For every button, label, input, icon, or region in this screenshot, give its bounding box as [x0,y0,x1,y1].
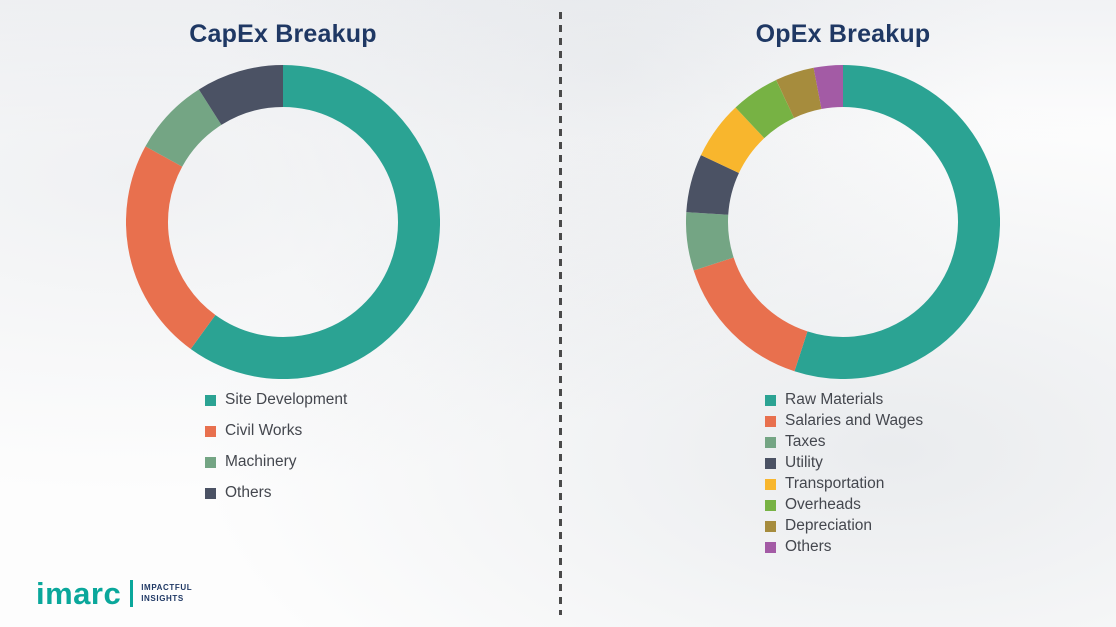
logo-tagline-line1: IMPACTFUL [141,582,193,592]
legend-label: Taxes [785,433,826,450]
legend-label: Overheads [785,496,861,513]
donut-segment-overheads [735,79,795,139]
donut-segment-others [813,65,844,110]
legend-item: Machinery [205,453,466,471]
legend-marker [765,436,776,448]
opex-chart-panel: OpEx Breakup Raw Materials Salaries and W… [660,20,1026,559]
legend-label: Depreciation [785,517,873,534]
opex-legend: Raw Materials Salaries and Wages Taxes Util… [765,391,1026,556]
logo-divider-bar [130,580,134,607]
legend-marker [765,478,776,490]
legend-marker [765,520,776,532]
donut-segment-civil-works [126,146,216,350]
legend-marker [205,425,216,437]
legend-item: Transportation [765,475,1026,493]
legend-item: Overheads [765,496,1026,514]
legend-item: Others [205,484,466,502]
donut-segment-utility [686,155,740,216]
opex-donut-chart [686,65,1000,379]
legend-label: Civil Works [225,422,303,439]
imarc-logo-wordmark: imarc [36,576,122,611]
donut-segment-depreciation [776,67,823,119]
legend-label: Transportation [785,475,885,492]
legend-item: Taxes [765,433,1026,451]
legend-label: Site Development [225,391,348,408]
legend-marker [765,499,776,511]
logo-tagline-line2: INSIGHTS [141,593,184,603]
legend-marker [205,394,216,406]
legend-item: Utility [765,454,1026,472]
legend-label: Raw Materials [785,391,884,408]
legend-label: Utility [785,454,823,471]
legend-label: Machinery [225,453,297,470]
legend-item: Raw Materials [765,391,1026,409]
donut-segment-machinery [145,89,222,168]
donut-segment-salaries-and-wages [693,256,809,372]
donut-segment-transportation [700,107,765,174]
legend-item: Site Development [205,391,466,409]
capex-chart-panel: CapEx Breakup Site Development Civil Work… [100,20,466,515]
legend-marker [765,394,776,406]
imarc-logo: imarc IMPACTFUL INSIGHTS [36,578,192,609]
donut-segment-raw-materials [794,65,1000,379]
donut-segment-site-development [190,65,440,379]
legend-marker [765,415,776,427]
vertical-dashed-divider [559,12,562,615]
legend-item: Depreciation [765,517,1026,535]
legend-marker [205,487,216,499]
capex-legend: Site Development Civil Works Machinery Othe… [205,391,466,502]
opex-chart-title: OpEx Breakup [755,20,931,48]
legend-item: Salaries and Wages [765,412,1026,430]
capex-donut-chart [126,65,440,379]
legend-label: Others [785,538,832,555]
donut-segment-others [198,65,284,126]
logo-tagline: IMPACTFUL INSIGHTS [141,583,192,605]
capex-chart-title: CapEx Breakup [189,20,377,48]
legend-item: Others [765,538,1026,556]
legend-marker [765,541,776,553]
legend-marker [205,456,216,468]
legend-label: Salaries and Wages [785,412,924,429]
donut-segment-taxes [686,212,734,271]
legend-item: Civil Works [205,422,466,440]
legend-label: Others [225,484,272,501]
legend-marker [765,457,776,469]
